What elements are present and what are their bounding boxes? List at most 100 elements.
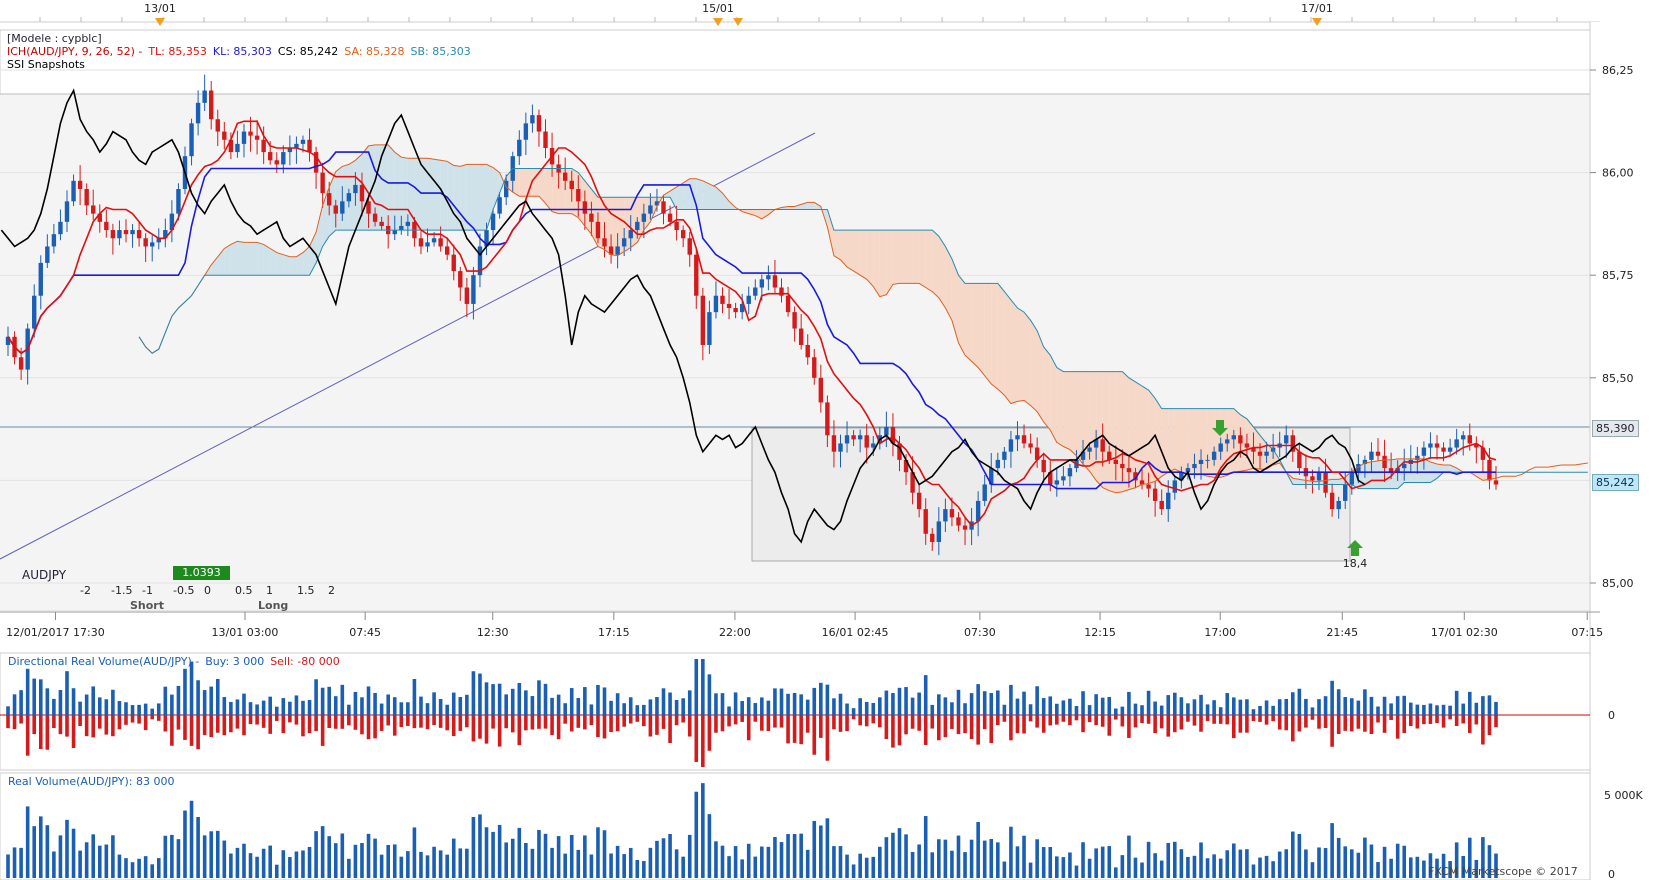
candle-body — [1388, 468, 1394, 473]
candle-body — [766, 275, 771, 280]
sell-volume-bar — [648, 715, 653, 737]
buy-volume-bar — [1245, 699, 1249, 715]
sell-volume-bar — [1009, 715, 1013, 741]
cloud-segment — [1187, 408, 1195, 475]
sell-volume-bar — [1297, 715, 1302, 732]
event-marker-icon[interactable] — [155, 18, 165, 26]
real-volume-bar — [392, 844, 397, 878]
event-marker-icon[interactable] — [713, 18, 723, 26]
cloud-segment — [335, 166, 343, 231]
real-volume-bar — [274, 864, 279, 878]
real-volume-bar — [556, 836, 561, 878]
cloud-segment — [853, 230, 861, 276]
buy-volume-bar — [406, 702, 410, 715]
real-volume-bar — [229, 853, 233, 878]
cloud-segment — [1214, 408, 1221, 478]
cloud-segment — [1063, 371, 1070, 450]
sell-volume-bar — [425, 715, 430, 730]
buy-volume-bar — [1199, 694, 1203, 715]
real-volume-bar — [1212, 854, 1216, 878]
real-volume-bar — [1199, 842, 1203, 878]
cloud-segment — [1312, 481, 1320, 485]
candle-body — [1284, 435, 1289, 444]
event-marker-icon[interactable] — [733, 18, 743, 26]
buy-volume-bar — [1081, 691, 1085, 715]
real-volume-bar — [760, 846, 764, 878]
up-arrow-icon[interactable] — [1347, 540, 1363, 556]
candle-body — [923, 509, 928, 534]
cloud-segment — [1417, 458, 1424, 483]
buy-volume-bar — [583, 687, 587, 715]
real-volume-bar — [104, 844, 109, 878]
buy-volume-bar — [1382, 696, 1387, 715]
candle-body — [1185, 468, 1191, 473]
buy-volume-bar — [379, 703, 384, 715]
sell-volume-bar — [996, 715, 1000, 726]
event-marker-icon[interactable] — [1312, 18, 1322, 26]
sell-volume-bar — [635, 715, 640, 722]
cloud-segment — [224, 244, 231, 276]
real-volume-bar — [465, 848, 469, 878]
candle-body — [792, 312, 797, 329]
sell-volume-bar — [1323, 715, 1328, 728]
buy-volume-bar — [386, 694, 390, 715]
sell-volume-bar — [419, 715, 423, 728]
buy-volume-bar — [491, 684, 495, 715]
buy-volume-bar — [563, 703, 567, 715]
buy-volume-bar — [255, 704, 259, 715]
candle-body — [143, 238, 148, 247]
sell-volume-bar — [1179, 715, 1184, 730]
sa-value: SA: 85,328 — [344, 45, 405, 58]
buy-volume-bar — [1415, 704, 1420, 715]
candle-body — [209, 90, 214, 120]
sell-volume-bar — [366, 715, 371, 740]
cloud-segment — [552, 168, 559, 214]
buy-volume-bar — [550, 697, 554, 715]
ssi-widget[interactable]: AUDJPY 1.0393 -2 -1.5 -1 -0.5 0 0.5 1 1.5 2 Shor… — [22, 566, 352, 614]
real-volume-bar — [451, 838, 456, 878]
candle-body — [503, 180, 509, 198]
buy-volume-bar — [1343, 697, 1348, 715]
buy-volume-bar — [1120, 706, 1125, 715]
candle-body — [1107, 451, 1112, 460]
buy-volume-bar — [104, 699, 109, 715]
sell-volume-bar — [163, 715, 168, 732]
sell-volume-bar — [117, 715, 122, 730]
buy-volume-bar — [32, 678, 37, 715]
candle-body — [1231, 435, 1236, 440]
sell-volume-bar — [930, 715, 935, 729]
sell-volume-bar — [1245, 715, 1249, 733]
buy-volume-bar — [183, 668, 187, 715]
sell-volume-bar — [1238, 715, 1243, 733]
sell-volume-bar — [432, 715, 436, 726]
candle-body — [530, 115, 535, 124]
cloud-segment — [958, 275, 966, 356]
cloud-segment — [519, 168, 526, 197]
sell-volume-bar — [458, 715, 463, 731]
real-volume-bar — [596, 827, 600, 878]
buy-volume-bar — [78, 701, 82, 715]
cloud-segment — [886, 230, 893, 295]
buy-volume-bar — [445, 704, 449, 715]
cloud-segment — [1201, 408, 1208, 477]
sell-volume-bar — [786, 715, 790, 744]
real-volume-bar — [1173, 841, 1177, 878]
cloud-segment — [466, 164, 474, 231]
up-arrow-icon[interactable] — [1212, 420, 1228, 436]
candle-body — [713, 295, 719, 313]
candle-body — [1133, 472, 1138, 481]
buy-volume-bar — [910, 697, 915, 715]
real-volume-bar — [1258, 857, 1262, 878]
sell-volume-bar — [438, 715, 443, 728]
buy-volume-bar — [1402, 695, 1407, 715]
candle-body — [1244, 443, 1250, 448]
buy-volume-bar — [812, 687, 817, 715]
candle-body — [1172, 480, 1178, 493]
senkou-b-line — [138, 168, 1588, 490]
sell-volume-bar — [720, 715, 725, 732]
sell-volume-bar — [733, 715, 738, 725]
buy-volume-bar — [1271, 705, 1275, 715]
candle-body — [805, 344, 810, 358]
real-volume-bar — [930, 852, 935, 878]
